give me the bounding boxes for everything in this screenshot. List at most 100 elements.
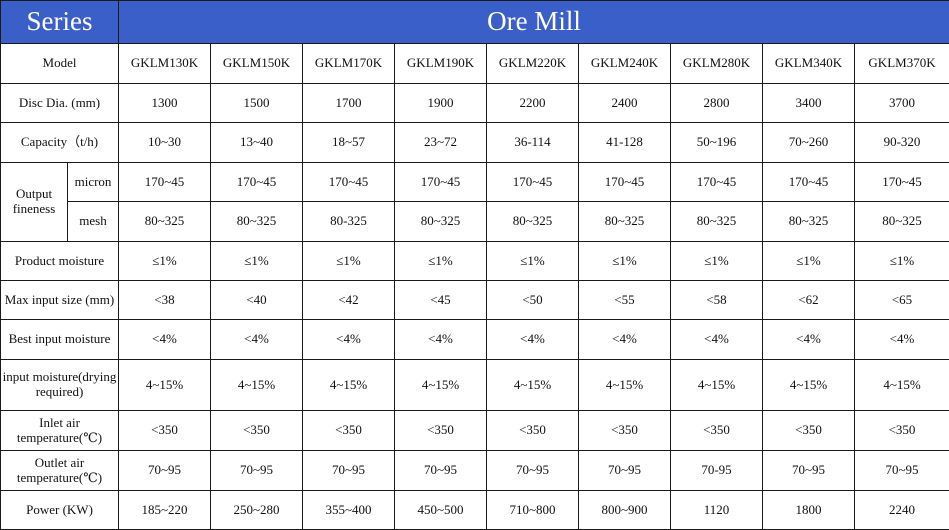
best-moisture-cell: <4% [855, 320, 949, 360]
max-input-cell: <58 [671, 281, 763, 320]
mesh-cell: 80~325 [763, 202, 855, 242]
micron-cell: 170~45 [855, 163, 949, 202]
row-label-fineness: Output fineness [1, 163, 68, 242]
inlet-air-cell: <350 [211, 411, 303, 451]
model-cell: GKLM220K [487, 44, 579, 84]
outlet-air-cell: 70~95 [211, 451, 303, 491]
model-cell: GKLM370K [855, 44, 949, 84]
capacity-cell: 13~40 [211, 123, 303, 163]
product-moisture-cell: ≤1% [855, 242, 949, 281]
best-moisture-cell: <4% [211, 320, 303, 360]
mesh-cell: 80~325 [211, 202, 303, 242]
disc-cell: 1900 [395, 84, 487, 123]
max-input-cell: <62 [763, 281, 855, 320]
row-sublabel-mesh: mesh [68, 202, 119, 242]
max-input-cell: <40 [211, 281, 303, 320]
capacity-cell: 41-128 [579, 123, 671, 163]
row-label-power: Power (KW) [1, 491, 119, 530]
disc-cell: 1700 [303, 84, 395, 123]
power-cell: 355~400 [303, 491, 395, 530]
disc-cell: 1300 [119, 84, 211, 123]
best-moisture-cell: <4% [395, 320, 487, 360]
max-input-row: Max input size (mm) <38 <40 <42 <45 <50 … [1, 281, 949, 320]
mesh-cell: 80~325 [671, 202, 763, 242]
input-moisture-cell: 4~15% [303, 360, 395, 411]
micron-cell: 170~45 [395, 163, 487, 202]
power-cell: 1120 [671, 491, 763, 530]
best-moisture-cell: <4% [119, 320, 211, 360]
power-cell: 250~280 [211, 491, 303, 530]
capacity-cell: 10~30 [119, 123, 211, 163]
disc-cell: 3400 [763, 84, 855, 123]
micron-cell: 170~45 [579, 163, 671, 202]
power-cell: 450~500 [395, 491, 487, 530]
micron-cell: 170~45 [303, 163, 395, 202]
row-label-product-moisture: Product moisture [1, 242, 119, 281]
product-moisture-cell: ≤1% [579, 242, 671, 281]
mesh-cell: 80-325 [303, 202, 395, 242]
model-cell: GKLM170K [303, 44, 395, 84]
row-label-max-input: Max input size (mm) [1, 281, 119, 320]
row-label-capacity: Capacity（t/h) [1, 123, 119, 163]
input-moisture-cell: 4~15% [119, 360, 211, 411]
inlet-air-cell: <350 [395, 411, 487, 451]
max-input-cell: <38 [119, 281, 211, 320]
disc-cell: 2800 [671, 84, 763, 123]
best-moisture-cell: <4% [303, 320, 395, 360]
micron-row: Output fineness micron 170~45 170~45 170… [1, 163, 949, 202]
product-moisture-cell: ≤1% [211, 242, 303, 281]
model-cell: GKLM280K [671, 44, 763, 84]
input-moisture-cell: 4~15% [579, 360, 671, 411]
disc-cell: 2400 [579, 84, 671, 123]
inlet-air-cell: <350 [487, 411, 579, 451]
micron-cell: 170~45 [487, 163, 579, 202]
table-title: Ore Mill [119, 1, 949, 44]
power-cell: 185~220 [119, 491, 211, 530]
product-moisture-cell: ≤1% [763, 242, 855, 281]
input-moisture-cell: 4~15% [763, 360, 855, 411]
capacity-row: Capacity（t/h) 10~30 13~40 18~57 23~72 36… [1, 123, 949, 163]
disc-row: Disc Dia. (mm) 1300 1500 1700 1900 2200 … [1, 84, 949, 123]
mesh-cell: 80~325 [579, 202, 671, 242]
best-moisture-cell: <4% [671, 320, 763, 360]
inlet-air-cell: <350 [763, 411, 855, 451]
capacity-cell: 50~196 [671, 123, 763, 163]
product-moisture-cell: ≤1% [395, 242, 487, 281]
max-input-cell: <50 [487, 281, 579, 320]
disc-cell: 1500 [211, 84, 303, 123]
inlet-air-cell: <350 [671, 411, 763, 451]
inlet-air-row: Inlet air temperature(℃) <350 <350 <350 … [1, 411, 949, 451]
model-cell: GKLM340K [763, 44, 855, 84]
power-cell: 1800 [763, 491, 855, 530]
outlet-air-cell: 70~95 [487, 451, 579, 491]
power-cell: 710~800 [487, 491, 579, 530]
max-input-cell: <42 [303, 281, 395, 320]
capacity-cell: 90-320 [855, 123, 949, 163]
micron-cell: 170~45 [763, 163, 855, 202]
input-moisture-cell: 4~15% [211, 360, 303, 411]
power-row: Power (KW) 185~220 250~280 355~400 450~5… [1, 491, 949, 530]
best-moisture-cell: <4% [763, 320, 855, 360]
disc-cell: 2200 [487, 84, 579, 123]
micron-cell: 170~45 [119, 163, 211, 202]
mesh-row: mesh 80~325 80~325 80-325 80~325 80~325 … [1, 202, 949, 242]
model-cell: GKLM190K [395, 44, 487, 84]
capacity-cell: 70~260 [763, 123, 855, 163]
input-moisture-cell: 4~15% [671, 360, 763, 411]
row-label-model: Model [1, 44, 119, 84]
series-label: Series [1, 1, 119, 44]
best-moisture-cell: <4% [579, 320, 671, 360]
product-moisture-cell: ≤1% [119, 242, 211, 281]
micron-cell: 170~45 [211, 163, 303, 202]
max-input-cell: <45 [395, 281, 487, 320]
input-moisture-cell: 4~15% [487, 360, 579, 411]
outlet-air-cell: 70~95 [579, 451, 671, 491]
model-cell: GKLM240K [579, 44, 671, 84]
inlet-air-cell: <350 [855, 411, 949, 451]
outlet-air-cell: 70~95 [303, 451, 395, 491]
max-input-cell: <65 [855, 281, 949, 320]
row-label-disc: Disc Dia. (mm) [1, 84, 119, 123]
model-cell: GKLM130K [119, 44, 211, 84]
capacity-cell: 18~57 [303, 123, 395, 163]
